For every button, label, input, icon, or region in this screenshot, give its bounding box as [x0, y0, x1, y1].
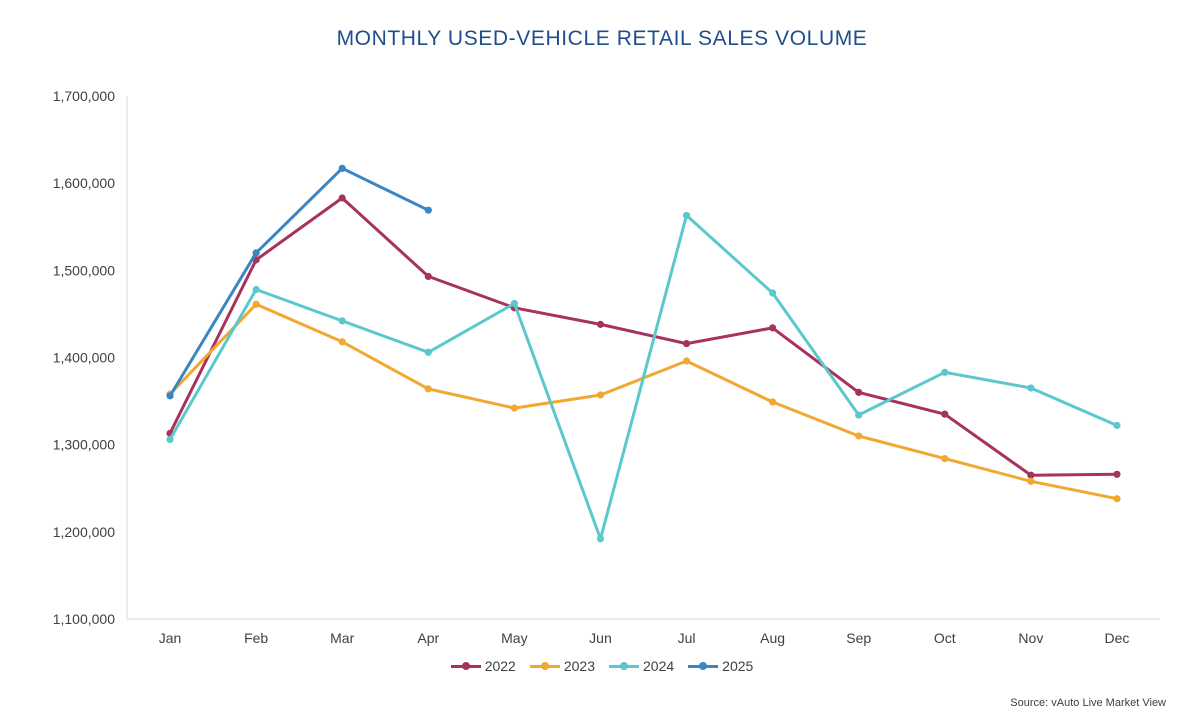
data-point [424, 206, 432, 214]
data-point [252, 285, 260, 294]
series-line-2025 [168, 166, 429, 397]
data-point [252, 249, 260, 257]
legend-swatch [529, 660, 560, 672]
data-point [596, 320, 605, 328]
y-tick-label: 1,600,000 [53, 175, 115, 191]
legend-swatch [688, 660, 719, 672]
legend-label: 2025 [722, 658, 754, 674]
data-point [682, 357, 691, 365]
legend-item-2022: 2022 [450, 658, 516, 674]
data-point [338, 338, 346, 346]
y-tick-label: 1,300,000 [53, 437, 115, 453]
x-tick-label: Feb [244, 630, 268, 646]
source-note: Source: vAuto Live Market View [1010, 697, 1166, 709]
legend-swatch [450, 660, 481, 672]
data-point [510, 404, 518, 412]
x-tick-label: Oct [934, 630, 956, 646]
x-tick-label: Mar [330, 630, 354, 646]
y-tick-label: 1,200,000 [53, 524, 115, 540]
data-point [338, 194, 346, 202]
x-axis-ticks: Jan Feb Mar Apr May Jun Jul Aug Sep Oct Nov Dec [159, 630, 1130, 646]
chart-title: MONTHLY USED-VEHICLE RETAIL SALES VOLUME [336, 27, 868, 50]
legend-item-2023: 2023 [529, 658, 595, 674]
data-point [166, 392, 174, 400]
data-point [682, 211, 691, 220]
y-tick-label: 1,500,000 [53, 262, 115, 278]
data-point [855, 432, 863, 440]
series-2022 [166, 194, 1121, 479]
legend-label: 2023 [563, 658, 595, 674]
legend-swatch [609, 660, 639, 672]
chart-legend: 2022 2023 2024 2025 [0, 658, 1204, 674]
data-point [769, 289, 777, 297]
data-point [941, 455, 949, 463]
data-point [855, 411, 863, 419]
data-point [941, 368, 949, 376]
data-point [1027, 471, 1035, 479]
data-point [769, 398, 777, 406]
data-point [510, 299, 518, 308]
data-point [1113, 470, 1121, 478]
series-line-2022 [168, 196, 1118, 477]
x-tick-label: Jun [589, 630, 612, 646]
x-tick-label: Nov [1018, 630, 1043, 646]
chart-axes [126, 96, 1160, 620]
data-point [1027, 384, 1035, 392]
y-tick-label: 1,700,000 [53, 88, 115, 104]
y-tick-label: 1,400,000 [53, 350, 115, 366]
data-point [682, 339, 691, 348]
series-lines [166, 164, 1121, 543]
x-tick-label: Sep [846, 630, 871, 646]
data-point [424, 348, 432, 356]
y-axis-ticks: 1,100,000 1,200,000 1,300,000 1,400,000 1,50… [53, 88, 115, 627]
y-tick-label: 1,100,000 [53, 611, 115, 627]
legend-item-2025: 2025 [688, 658, 753, 674]
data-point [338, 164, 346, 172]
data-point [1113, 421, 1121, 430]
data-point [1027, 477, 1035, 485]
legend-item-2024: 2024 [609, 658, 674, 674]
x-tick-label: Aug [760, 630, 785, 646]
data-point [596, 535, 605, 543]
x-tick-label: Apr [417, 630, 439, 646]
series-2025 [166, 164, 432, 400]
data-point [941, 410, 949, 418]
data-point [424, 385, 432, 393]
series-2024 [166, 211, 1121, 543]
data-point [166, 435, 174, 444]
x-tick-label: Dec [1105, 630, 1130, 646]
data-point [424, 272, 432, 281]
x-tick-label: Jan [159, 630, 182, 646]
x-tick-label: Jul [678, 630, 696, 646]
data-point [1113, 495, 1121, 503]
x-tick-label: May [501, 630, 527, 646]
legend-label: 2024 [643, 658, 675, 674]
series-line-2024 [168, 213, 1118, 541]
data-point [855, 388, 863, 396]
legend-label: 2022 [484, 658, 516, 674]
data-point [769, 324, 777, 332]
series-2023 [166, 300, 1121, 503]
data-point [252, 300, 260, 308]
data-point [338, 317, 346, 325]
data-point [596, 391, 605, 399]
